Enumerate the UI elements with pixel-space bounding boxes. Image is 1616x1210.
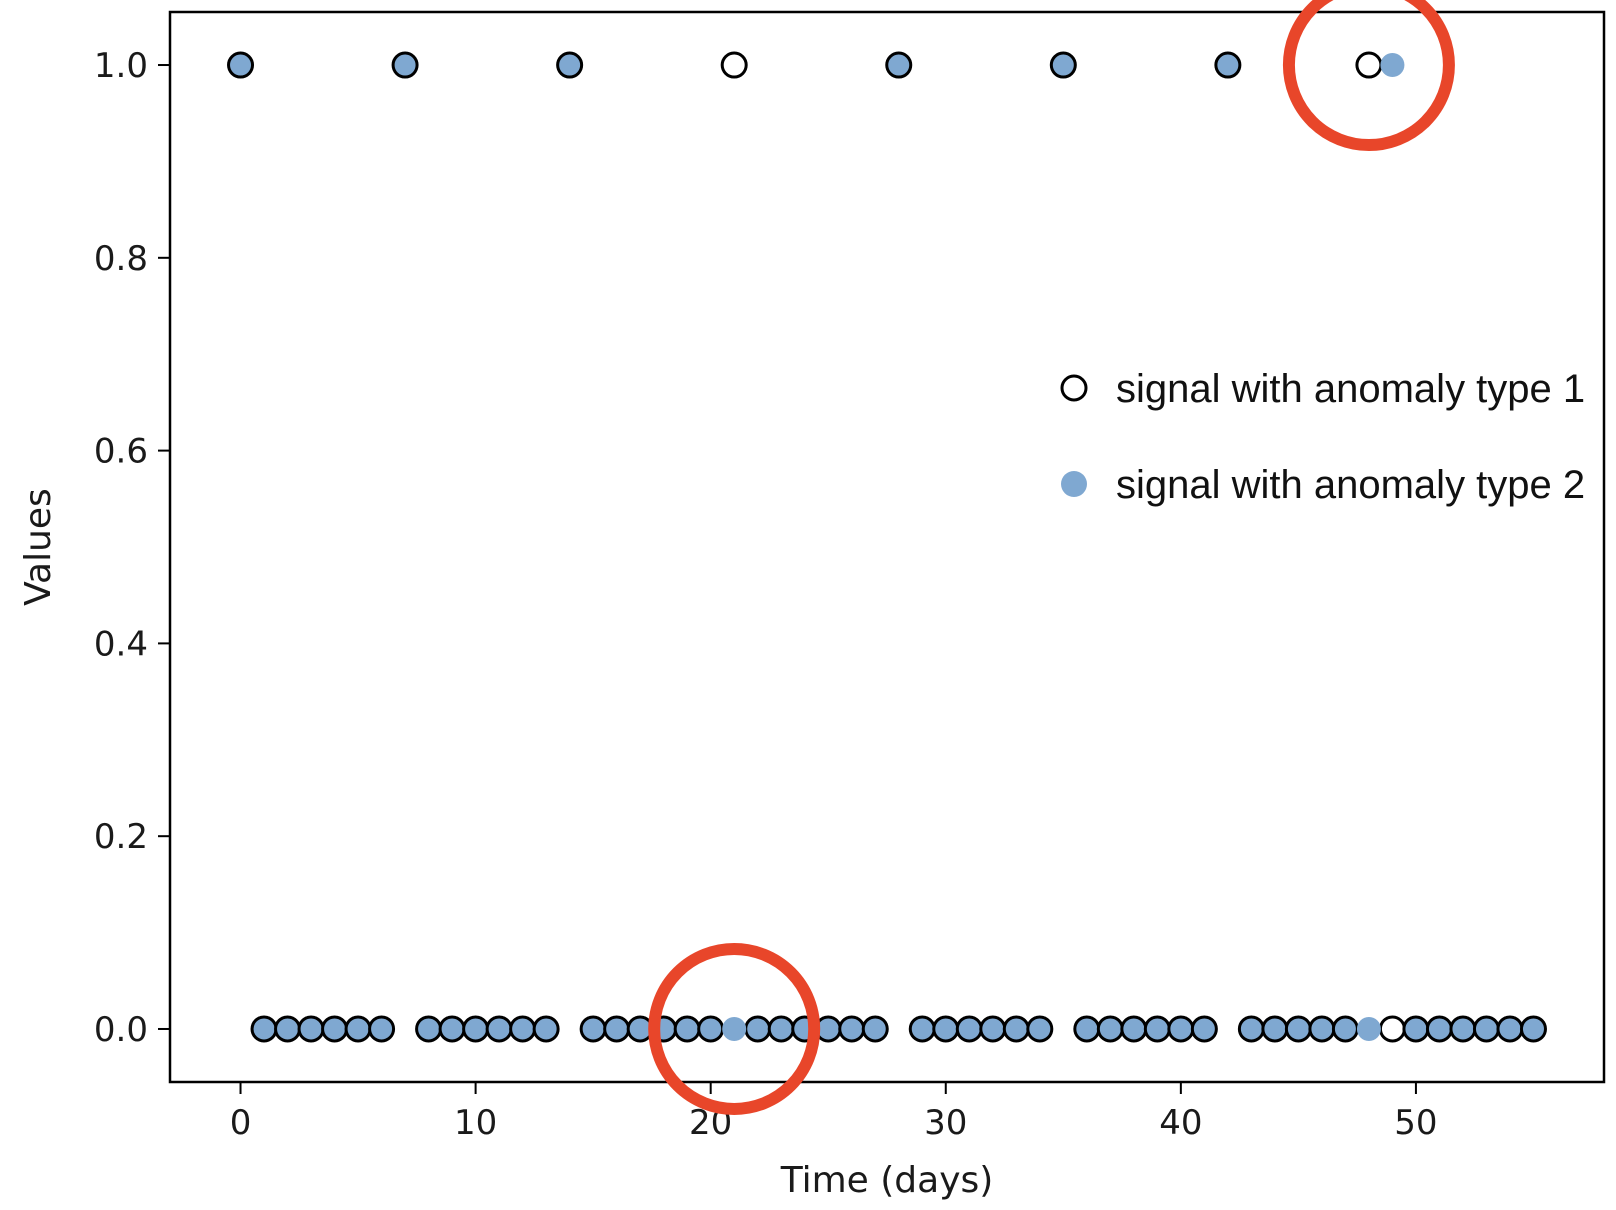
series-1-point xyxy=(1002,1015,1030,1043)
series-1-point xyxy=(1237,1015,1265,1043)
series-1-point xyxy=(297,1015,325,1043)
y-tick-label: 0.8 xyxy=(94,239,148,279)
legend-marker-type-1 xyxy=(1060,374,1088,402)
series-1-point xyxy=(720,51,748,79)
series-1-point xyxy=(1049,51,1077,79)
series-2-point xyxy=(722,1016,747,1041)
series-1-point xyxy=(1073,1015,1101,1043)
legend: signal with anomaly type 1 signal with an… xyxy=(1060,367,1585,507)
legend-label-type-2: signal with anomaly type 2 xyxy=(1116,463,1585,507)
series-1-point xyxy=(673,1015,701,1043)
series-1-point xyxy=(1496,1015,1524,1043)
series-1-point xyxy=(1308,1015,1336,1043)
legend-marker-type-2 xyxy=(1061,471,1087,497)
series-1-point xyxy=(1190,1015,1218,1043)
y-tick-label: 0.4 xyxy=(94,624,148,664)
series-1-point xyxy=(1355,51,1383,79)
series-1-point xyxy=(556,51,584,79)
series-1-point xyxy=(415,1015,443,1043)
series-1-point xyxy=(885,51,913,79)
series-1-point xyxy=(932,1015,960,1043)
series-1-point xyxy=(1096,1015,1124,1043)
series-1-point xyxy=(1261,1015,1289,1043)
series-1-point xyxy=(1167,1015,1195,1043)
series-1-point xyxy=(1143,1015,1171,1043)
y-tick-label: 1.0 xyxy=(94,46,148,86)
series-1-point xyxy=(744,1015,772,1043)
series-1-point xyxy=(250,1015,278,1043)
series-1-point xyxy=(274,1015,302,1043)
series-1-point xyxy=(485,1015,513,1043)
series-1-point xyxy=(1402,1015,1430,1043)
x-tick-label: 50 xyxy=(1394,1103,1437,1143)
series-1-point xyxy=(861,1015,889,1043)
y-axis-label: Values xyxy=(18,488,59,606)
series-1-point xyxy=(1519,1015,1547,1043)
series-1-point xyxy=(1284,1015,1312,1043)
series-1-point xyxy=(1214,51,1242,79)
series-1-point xyxy=(603,1015,631,1043)
x-tick-label: 10 xyxy=(454,1103,497,1143)
series-1-point xyxy=(462,1015,490,1043)
x-tick-label: 0 xyxy=(230,1103,252,1143)
y-tick-label: 0.6 xyxy=(94,432,148,472)
series-1-point xyxy=(697,1015,725,1043)
x-tick-label: 30 xyxy=(924,1103,967,1143)
series-1-point xyxy=(579,1015,607,1043)
series-2-point xyxy=(1380,53,1405,78)
series-1-point xyxy=(838,1015,866,1043)
y-tick-label: 0.0 xyxy=(94,1010,148,1050)
series-1-point xyxy=(321,1015,349,1043)
annotation-ring xyxy=(648,942,821,1115)
y-tick-label: 0.2 xyxy=(94,817,148,857)
legend-label-type-1: signal with anomaly type 1 xyxy=(1116,367,1585,411)
series-1-point xyxy=(955,1015,983,1043)
plot-area: 0 10 20 30 40 500.00.20.40.60.81.0 xyxy=(94,0,1606,1143)
series-1-point xyxy=(438,1015,466,1043)
x-axis-label: Time (days) xyxy=(780,1160,994,1201)
series-1-point xyxy=(368,1015,396,1043)
series-1-point xyxy=(509,1015,537,1043)
annotation-ring xyxy=(1282,0,1455,151)
series-1-point xyxy=(767,1015,795,1043)
series-1-point xyxy=(908,1015,936,1043)
plot-frame xyxy=(168,10,1606,1084)
x-tick-label: 40 xyxy=(1159,1103,1202,1143)
series-1-point xyxy=(979,1015,1007,1043)
series-1-point xyxy=(1378,1015,1406,1043)
series-1-point xyxy=(1425,1015,1453,1043)
series-1-point xyxy=(1331,1015,1359,1043)
series-1-point xyxy=(1026,1015,1054,1043)
series-2-point xyxy=(1356,1016,1381,1041)
series-1-point xyxy=(532,1015,560,1043)
series-1-point xyxy=(1472,1015,1500,1043)
series-1-point xyxy=(1449,1015,1477,1043)
series-1-point xyxy=(1120,1015,1148,1043)
series-1-point xyxy=(344,1015,372,1043)
series-1-point xyxy=(227,51,255,79)
series-1-point xyxy=(391,51,419,79)
